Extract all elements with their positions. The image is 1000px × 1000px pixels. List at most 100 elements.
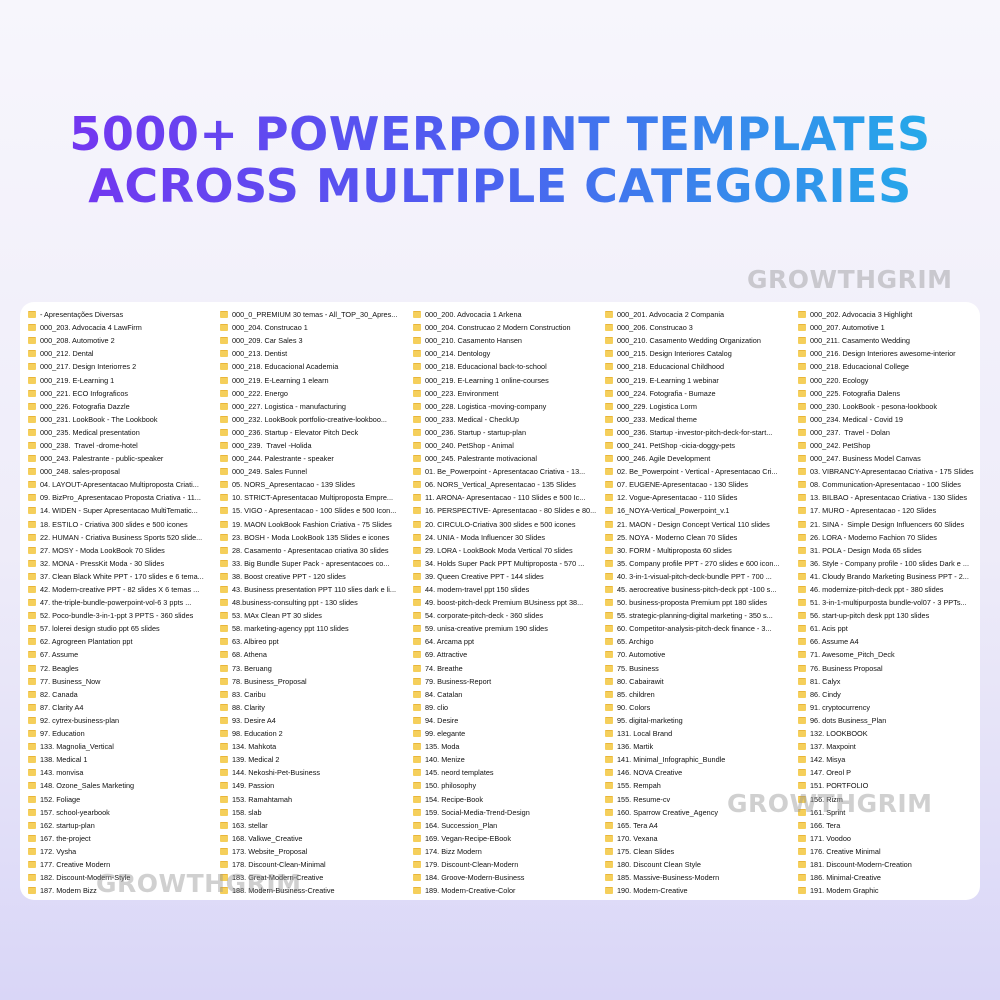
folder-item[interactable]: 181. Discount-Modern-Creation (798, 858, 980, 871)
folder-item[interactable]: 91. cryptocurrency (798, 701, 980, 714)
folder-item[interactable]: 24. UNIA - Moda Influencer 30 Slides (413, 531, 601, 544)
folder-item[interactable]: 000_219. E-Learning 1 (28, 373, 216, 386)
folder-item[interactable]: 000_223. Environment (413, 387, 601, 400)
folder-item[interactable]: 71. Awesome_Pitch_Deck (798, 648, 980, 661)
folder-item[interactable]: 180. Discount Clean Style (605, 858, 793, 871)
folder-item[interactable]: 000_226. Fotografia Dazzle (28, 400, 216, 413)
folder-item[interactable]: 14. WIDEN - Super Apresentacao MultiTema… (28, 504, 216, 517)
folder-item[interactable]: 10. STRICT-Apresentacao Multiproposta Em… (220, 491, 408, 504)
folder-item[interactable]: 44. modern-travel ppt 150 slides (413, 583, 601, 596)
folder-item[interactable]: 000_218. Educacional College (798, 360, 980, 373)
folder-item[interactable]: 000_210. Casamento Hansen (413, 334, 601, 347)
folder-item[interactable]: 68. Athena (220, 648, 408, 661)
folder-item[interactable]: 53. MAx Clean PT 30 slides (220, 609, 408, 622)
folder-item[interactable]: 000_214. Dentology (413, 347, 601, 360)
folder-item[interactable]: 139. Medical 2 (220, 753, 408, 766)
folder-item[interactable]: 186. Minimal-Creative (798, 871, 980, 884)
folder-item[interactable]: 50. business-proposta Premium ppt 180 sl… (605, 596, 793, 609)
folder-item[interactable]: 93. Desire A4 (220, 714, 408, 727)
folder-item[interactable]: 21. MAON - Design Concept Vertical 110 s… (605, 518, 793, 531)
folder-item[interactable]: 95. digital-marketing (605, 714, 793, 727)
folder-item[interactable]: 58. marketing-agency ppt 110 slides (220, 622, 408, 635)
folder-item[interactable]: 146. NOVA Creative (605, 766, 793, 779)
folder-item[interactable]: 000_232. LookBook portfolio-creative-loo… (220, 413, 408, 426)
folder-item[interactable]: 155. Rempah (605, 779, 793, 792)
folder-item[interactable]: 56. start-up-pitch desk ppt 130 slides (798, 609, 980, 622)
folder-item[interactable]: 131. Local Brand (605, 727, 793, 740)
folder-item[interactable]: 75. Business (605, 662, 793, 675)
folder-item[interactable]: 000_212. Dental (28, 347, 216, 360)
folder-item[interactable]: 157. school-yearbook (28, 806, 216, 819)
folder-item[interactable]: 69. Attractive (413, 648, 601, 661)
folder-item[interactable]: 000_229. Logistica Lorm (605, 400, 793, 413)
folder-item[interactable]: 55. strategic-planning-digital marketing… (605, 609, 793, 622)
folder-item[interactable]: 80. Cabairawit (605, 675, 793, 688)
folder-item[interactable]: 000_202. Advocacia 3 Highlight (798, 308, 980, 321)
folder-item[interactable]: 59. unisa-creative premium 190 slides (413, 622, 601, 635)
folder-item[interactable]: 000_247. Business Model Canvas (798, 452, 980, 465)
folder-item[interactable]: 188. Modern-Business-Creative (220, 884, 408, 897)
folder-item[interactable]: 77. Business_Now (28, 675, 216, 688)
folder-item[interactable]: 135. Moda (413, 740, 601, 753)
folder-item[interactable]: 94. Desire (413, 714, 601, 727)
folder-item[interactable]: 84. Catalan (413, 688, 601, 701)
folder-item[interactable]: 141. Minimal_Infographic_Bundle (605, 753, 793, 766)
folder-item[interactable]: 000_240. PetShop - Animal (413, 439, 601, 452)
folder-item[interactable]: 18. ESTILO - Criativa 300 slides e 500 i… (28, 518, 216, 531)
folder-item[interactable]: 000_248. sales-proposal (28, 465, 216, 478)
folder-item[interactable]: 151. PORTFOLIO (798, 779, 980, 792)
folder-item[interactable]: 000_208. Automotive 2 (28, 334, 216, 347)
folder-item[interactable]: 153. Ramahtamah (220, 792, 408, 805)
folder-item[interactable]: 65. Archigo (605, 635, 793, 648)
folder-item[interactable]: 000_218. Educacional back-to-school (413, 360, 601, 373)
folder-item[interactable]: 000_206. Construcao 3 (605, 321, 793, 334)
folder-item[interactable]: 30. FORM - Multiproposta 60 slides (605, 544, 793, 557)
folder-item[interactable]: 191. Modern Graphic (798, 884, 980, 897)
folder-item[interactable]: 000_219. E-Learning 1 elearn (220, 373, 408, 386)
folder-item[interactable]: 23. BOSH - Moda LookBook 135 Slides e ic… (220, 531, 408, 544)
folder-item[interactable]: 144. Nekoshi-Pet-Business (220, 766, 408, 779)
folder-item[interactable]: 72. Beagles (28, 662, 216, 675)
folder-item[interactable]: 156. Rizm (798, 792, 980, 805)
folder-item[interactable]: 31. POLA - Design Moda 65 slides (798, 544, 980, 557)
folder-item[interactable]: 28. Casamento - Apresentacao criativa 30… (220, 544, 408, 557)
folder-item[interactable]: 000_225. Fotografia Dalens (798, 387, 980, 400)
folder-item[interactable]: 64. Arcama ppt (413, 635, 601, 648)
folder-item[interactable]: 000_241. PetShop -cicia-doggy-pets (605, 439, 793, 452)
folder-item[interactable]: 16. PERSPECTIVE- Apresentacao - 80 Slide… (413, 504, 601, 517)
folder-item[interactable]: 132. LOOKBOOK (798, 727, 980, 740)
folder-item[interactable]: 152. Foliage (28, 792, 216, 805)
folder-item[interactable]: 79. Business-Report (413, 675, 601, 688)
folder-item[interactable]: 96. dots Business_Plan (798, 714, 980, 727)
folder-item[interactable]: 000_227. Logistica - manufacturing (220, 400, 408, 413)
folder-item[interactable]: 41. Cloudy Brando Marketing Business PPT… (798, 570, 980, 583)
folder-item[interactable]: 185. Massive-Business-Modern (605, 871, 793, 884)
folder-item[interactable]: 169. Vegan-Recipe-EBook (413, 832, 601, 845)
folder-item[interactable]: 165. Tera A4 (605, 819, 793, 832)
folder-item[interactable]: 000_239. Travel -Holida (220, 439, 408, 452)
folder-item[interactable]: 158. slab (220, 806, 408, 819)
folder-item[interactable]: 000_220. Ecology (798, 373, 980, 386)
folder-item[interactable]: 60. Competitor-analysis-pitch-deck finan… (605, 622, 793, 635)
folder-item[interactable]: 48.business-consulting ppt - 130 slides (220, 596, 408, 609)
folder-item[interactable]: 15. VIGO - Apresentacao - 100 Slides e 5… (220, 504, 408, 517)
folder-item[interactable]: 70. Automotive (605, 648, 793, 661)
folder-item[interactable]: 182. Discount-Modern-Style (28, 871, 216, 884)
folder-item[interactable]: 167. the-project (28, 832, 216, 845)
folder-item[interactable]: 000_228. Logistica -moving-company (413, 400, 601, 413)
folder-item[interactable]: 155. Resume-cv (605, 792, 793, 805)
folder-item[interactable]: 34. Holds Super Pack PPT Multiproposta -… (413, 557, 601, 570)
folder-item[interactable]: 150. philosophy (413, 779, 601, 792)
folder-item[interactable]: 22. HUMAN - Criativa Business Sports 520… (28, 531, 216, 544)
folder-item[interactable]: 163. stellar (220, 819, 408, 832)
folder-item[interactable]: 000_238. Travel -drome-hotel (28, 439, 216, 452)
folder-item[interactable]: 12. Vogue-Apresentacao - 110 Slides (605, 491, 793, 504)
folder-item[interactable]: 74. Breathe (413, 662, 601, 675)
folder-item[interactable]: 000_203. Advocacia 4 LawFirm (28, 321, 216, 334)
folder-item[interactable]: 40. 3-in-1-visual-pitch-deck-bundle PPT … (605, 570, 793, 583)
folder-item[interactable]: 000_217. Design Interiorres 2 (28, 360, 216, 373)
folder-item[interactable]: 000_242. PetShop (798, 439, 980, 452)
folder-item[interactable]: 52. Poco-bundle-3-in-1-ppt 3 PPTS - 360 … (28, 609, 216, 622)
folder-item[interactable]: 000_236. Startup - Elevator Pitch Deck (220, 426, 408, 439)
folder-item[interactable]: 179. Discount-Clean-Modern (413, 858, 601, 871)
